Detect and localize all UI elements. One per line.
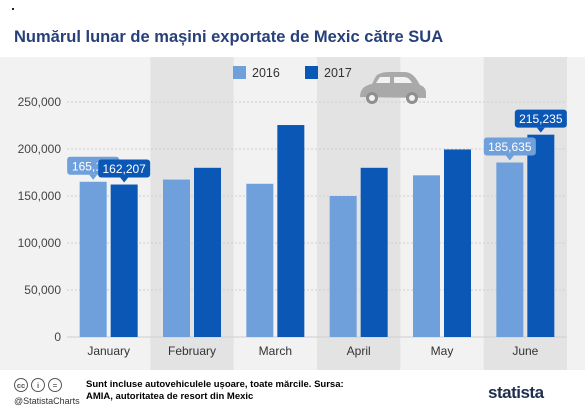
source-note: Sunt incluse autovehiculele ușoare, toat… <box>86 379 344 402</box>
data-label-text: 215,235 <box>519 112 563 126</box>
statista-logo: statista <box>488 383 544 402</box>
category-band <box>150 57 234 370</box>
data-label-pointer <box>120 177 129 183</box>
credit-text: @StatistaCharts <box>14 396 80 406</box>
data-label-pointer <box>536 127 545 133</box>
y-tick-label: 50,000 <box>24 283 61 297</box>
x-tick-label: June <box>512 344 538 358</box>
legend-label-2016: 2016 <box>252 66 280 80</box>
car-icon <box>360 72 426 104</box>
data-label-text: 185,635 <box>488 140 532 154</box>
x-tick-label: January <box>87 344 130 358</box>
category-band <box>483 57 567 370</box>
category-band <box>317 57 401 370</box>
data-label-box <box>514 109 567 128</box>
bar-2016-february <box>163 179 190 337</box>
chart-title: Numărul lunar de mașini exportate de Mex… <box>14 28 444 46</box>
data-label-215,235: 215,235 <box>514 109 567 133</box>
bar-2016-march <box>246 183 274 337</box>
cc-icon: cc <box>14 378 28 392</box>
license-icons: cc i = <box>14 378 62 392</box>
data-label-pointer <box>89 174 98 180</box>
data-label-box <box>98 159 151 178</box>
data-label-text: 162,207 <box>102 162 146 176</box>
bar-2017-january <box>110 184 138 337</box>
bar-2016-april <box>329 196 357 337</box>
x-tick-label: May <box>431 344 454 358</box>
y-tick-label: 150,000 <box>18 189 62 203</box>
bar-2017-june <box>527 134 555 337</box>
data-label-185,635: 185,635 <box>483 137 536 161</box>
corner-dot <box>12 8 14 10</box>
data-label-pointer <box>505 155 514 161</box>
data-label-box <box>483 137 536 156</box>
x-tick-label: April <box>347 344 371 358</box>
x-tick-label: March <box>259 344 292 358</box>
bar-2016-june <box>496 162 524 337</box>
y-tick-label: 100,000 <box>18 236 62 250</box>
y-tick-label: 250,000 <box>18 95 62 109</box>
data-label-162,207: 162,207 <box>98 159 151 183</box>
person-icon: i <box>31 378 45 392</box>
bar-2017-may <box>444 149 471 337</box>
bar-2017-february <box>194 167 221 337</box>
bar-2016-may <box>413 175 440 337</box>
equals-icon: = <box>48 378 62 392</box>
y-tick-label: 200,000 <box>18 142 62 156</box>
legend-label-2017: 2017 <box>324 66 352 80</box>
bar-2017-april <box>360 167 388 337</box>
legend-swatch-2016 <box>233 66 246 79</box>
x-tick-label: February <box>168 344 216 358</box>
y-tick-label: 0 <box>54 330 61 344</box>
bar-2017-march <box>277 125 305 337</box>
bar-2016-january <box>79 181 107 337</box>
legend-swatch-2017 <box>305 66 318 79</box>
